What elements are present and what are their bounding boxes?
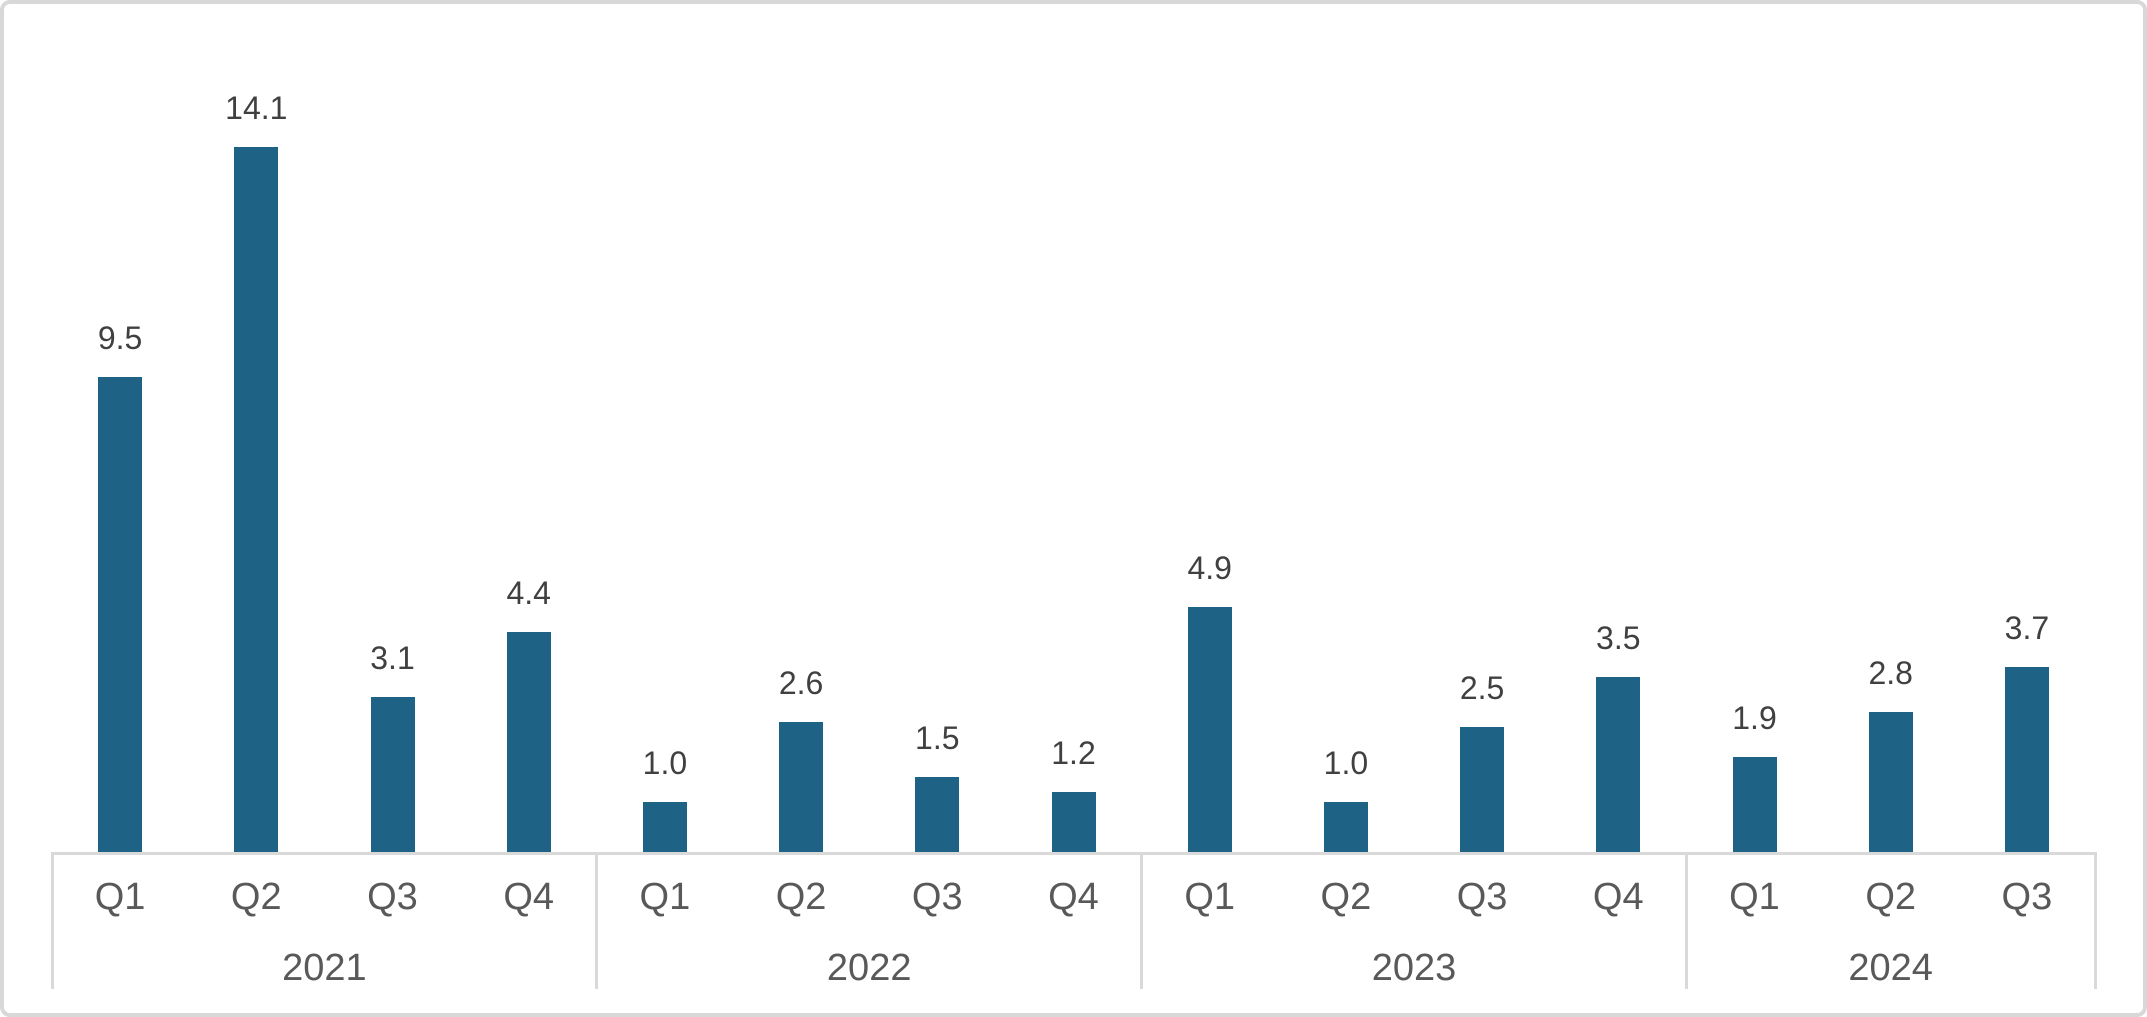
quarter-tick-label: Q2 <box>230 876 282 918</box>
quarter-tick-label: Q2 <box>775 876 827 918</box>
value-label: 1.0 <box>642 745 688 781</box>
year-label: 2021 <box>282 947 367 989</box>
quarter-tick-label: Q2 <box>1320 876 1372 918</box>
quarter-tick-label: Q3 <box>1456 876 1508 918</box>
quarter-tick-label: Q3 <box>911 876 963 918</box>
year-label: 2023 <box>1371 947 1457 989</box>
value-label: 9.5 <box>97 320 143 356</box>
quarter-tick-label: Q4 <box>1048 876 1099 918</box>
value-label: 2.5 <box>1459 670 1505 706</box>
value-label: 1.5 <box>915 720 960 756</box>
bar-2022-Q1[interactable] <box>642 802 687 852</box>
year-divider-line <box>1684 852 1688 989</box>
bar-2022-Q2[interactable] <box>779 722 824 852</box>
bar-2021-Q3[interactable] <box>370 697 415 852</box>
bar-2024-Q3[interactable] <box>2004 667 2049 852</box>
bar-2021-Q4[interactable] <box>506 632 551 852</box>
quarter-tick-label: Q2 <box>1865 876 1917 918</box>
value-label: 4.9 <box>1187 550 1232 586</box>
value-label: 3.1 <box>370 640 415 676</box>
year-label: 2024 <box>1848 947 1933 989</box>
value-label: 2.6 <box>778 665 824 701</box>
bar-2023-Q4[interactable] <box>1596 677 1641 852</box>
value-label: 1.0 <box>1323 745 1369 781</box>
year-divider-line <box>1140 852 1144 989</box>
value-label: 1.2 <box>1051 735 1096 771</box>
category-axis-line <box>50 852 2097 855</box>
bar-2024-Q2[interactable] <box>1868 712 1913 852</box>
quarter-tick-label: Q3 <box>2001 876 2053 918</box>
bar-2023-Q2[interactable] <box>1323 802 1368 852</box>
value-label: 4.4 <box>506 575 551 611</box>
value-label: 14.1 <box>225 90 288 126</box>
quarter-tick-label: Q1 <box>94 876 146 918</box>
value-label: 3.7 <box>2004 610 2050 646</box>
year-divider-line <box>595 852 599 989</box>
value-label: 1.9 <box>1732 700 1777 736</box>
bar-2023-Q1[interactable] <box>1187 607 1232 852</box>
bar-2022-Q3[interactable] <box>915 777 960 852</box>
quarter-tick-label: Q3 <box>367 876 418 918</box>
value-label: 3.5 <box>1596 620 1641 656</box>
quarter-tick-label: Q1 <box>1184 876 1236 918</box>
bar-2023-Q3[interactable] <box>1460 727 1505 852</box>
bar-2024-Q1[interactable] <box>1732 757 1777 852</box>
bar-2022-Q4[interactable] <box>1051 792 1096 852</box>
quarter-tick-label: Q4 <box>503 876 555 918</box>
bar-2021-Q2[interactable] <box>234 147 279 852</box>
year-divider-line <box>2093 852 2097 989</box>
bar-2021-Q1[interactable] <box>98 377 143 852</box>
quarter-tick-label: Q4 <box>1592 876 1644 918</box>
value-label: 2.8 <box>1868 655 1913 691</box>
year-divider-line <box>50 852 54 989</box>
year-label: 2022 <box>826 947 912 989</box>
quarter-tick-label: Q1 <box>639 876 691 918</box>
quarter-tick-label: Q1 <box>1729 876 1780 918</box>
